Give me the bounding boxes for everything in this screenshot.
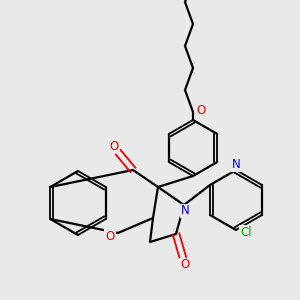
Text: O: O bbox=[180, 259, 190, 272]
Text: N: N bbox=[181, 205, 189, 218]
Text: O: O bbox=[196, 104, 206, 118]
Text: Cl: Cl bbox=[240, 226, 252, 238]
Text: N: N bbox=[232, 158, 240, 172]
Text: O: O bbox=[105, 230, 115, 242]
Text: O: O bbox=[110, 140, 118, 154]
